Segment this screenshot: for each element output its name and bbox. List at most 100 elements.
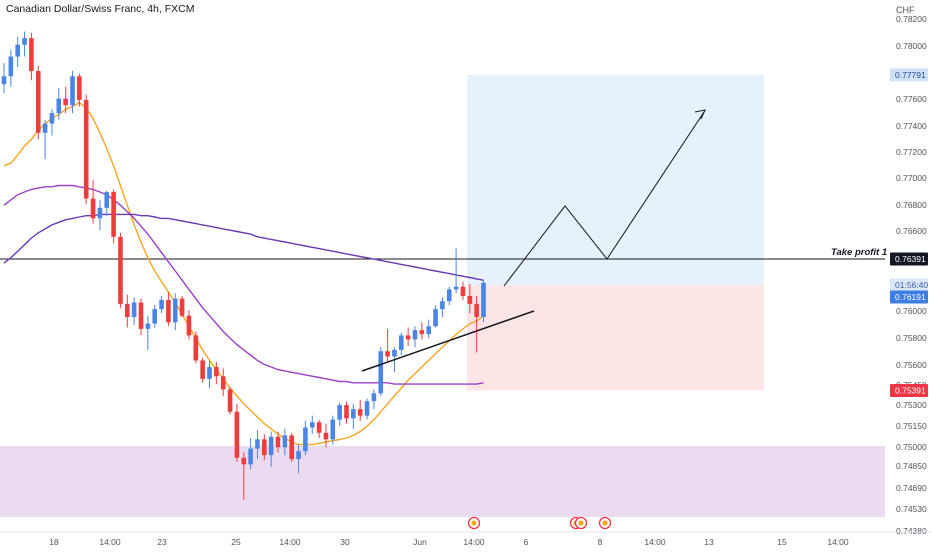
candle [371, 389, 377, 410]
candle [351, 403, 356, 429]
candle [474, 295, 479, 353]
price-tag-target: 0.77791 [895, 70, 926, 80]
y-tick-label: 0.74850 [896, 461, 927, 471]
y-tick-label: 0.76600 [896, 226, 927, 236]
candle-body [227, 389, 233, 412]
candle-body [289, 435, 294, 460]
candle-body [234, 411, 240, 458]
x-tick-label: 14:00 [644, 537, 666, 547]
candle [309, 415, 315, 435]
candle [248, 438, 253, 470]
candle-body [296, 451, 301, 460]
candle [412, 326, 418, 348]
price-tag-stop-bg [890, 384, 928, 398]
candle [460, 281, 466, 300]
candle [303, 420, 308, 456]
candle-body [323, 432, 329, 440]
candle-body [460, 286, 466, 296]
x-tick-label: 14:00 [279, 537, 301, 547]
candle-body [241, 457, 247, 465]
candle [289, 432, 294, 462]
chart-title: Canadian Dollar/Swiss Franc, 4h, FXCM [6, 3, 195, 15]
candle-body [83, 99, 89, 199]
candle [207, 360, 212, 389]
x-tick-label: 13 [704, 537, 714, 547]
y-tick-label: 0.75000 [896, 442, 927, 452]
x-tick-label: 14:00 [827, 537, 849, 547]
candle [214, 361, 219, 385]
candle [330, 415, 336, 445]
candle [22, 31, 27, 57]
candle [241, 452, 247, 500]
candle-body [385, 351, 390, 357]
candle-body [446, 289, 452, 302]
candle [357, 399, 363, 421]
candle-body [8, 56, 14, 77]
moving-average-1 [3, 101, 484, 446]
y-tick-label: 0.77000 [896, 173, 927, 183]
candle-body [56, 98, 62, 114]
y-tick-label: 0.74380 [896, 526, 927, 536]
candle [337, 402, 342, 427]
candle-body [35, 71, 41, 133]
candle-body [179, 298, 185, 316]
price-tag-last-bg [890, 290, 928, 304]
candle [262, 434, 267, 461]
candle-body [186, 315, 192, 336]
candle [385, 328, 390, 362]
candle [426, 319, 431, 339]
candle-body [357, 409, 363, 416]
candle [111, 189, 116, 244]
y-tick-label: 0.75800 [896, 333, 927, 343]
candle-body [145, 323, 151, 329]
candle [131, 297, 137, 325]
candle-body [378, 351, 384, 394]
price-tag-take-profit: 0.76391 [895, 254, 926, 264]
candle [481, 280, 486, 323]
y-tick-label: 0.74690 [896, 483, 927, 493]
candle [42, 119, 48, 160]
candle-body [262, 439, 267, 456]
event-marker-icon-dot [602, 520, 608, 526]
candle-body [399, 335, 404, 350]
candle [296, 444, 301, 474]
candle-body [337, 405, 342, 420]
currency-label: CHF [896, 5, 915, 15]
candle-body [63, 98, 68, 106]
candle-body [433, 309, 438, 327]
candle-body [172, 298, 178, 323]
stop-zone [467, 285, 764, 391]
candle [1, 63, 7, 94]
candle [104, 190, 110, 216]
candle-body [392, 349, 397, 357]
candle [433, 305, 438, 328]
candle-body [426, 326, 431, 335]
candle [344, 401, 349, 424]
candle [56, 88, 62, 120]
candle [172, 293, 178, 331]
candle [159, 295, 164, 314]
candle [268, 431, 274, 467]
y-tick-label: 0.75300 [896, 400, 927, 410]
candle-body [90, 198, 96, 219]
y-tick-label: 0.77600 [896, 94, 927, 104]
moving-average-3 [3, 213, 484, 281]
price-tag-take-profit-bg [890, 252, 928, 266]
candle-body [22, 38, 27, 45]
candle-body [309, 422, 315, 428]
candle-body [214, 367, 219, 377]
candle-body [118, 236, 123, 304]
candle-body [467, 295, 473, 304]
x-tick-label: 15 [777, 537, 787, 547]
candle [453, 248, 459, 294]
candle [323, 423, 329, 448]
candle [378, 347, 384, 396]
candle-body [1, 76, 7, 85]
y-tick-label: 0.77200 [896, 147, 927, 157]
candle [15, 36, 20, 68]
candle [364, 398, 370, 420]
candle [63, 86, 68, 114]
x-tick-label: 6 [524, 537, 529, 547]
